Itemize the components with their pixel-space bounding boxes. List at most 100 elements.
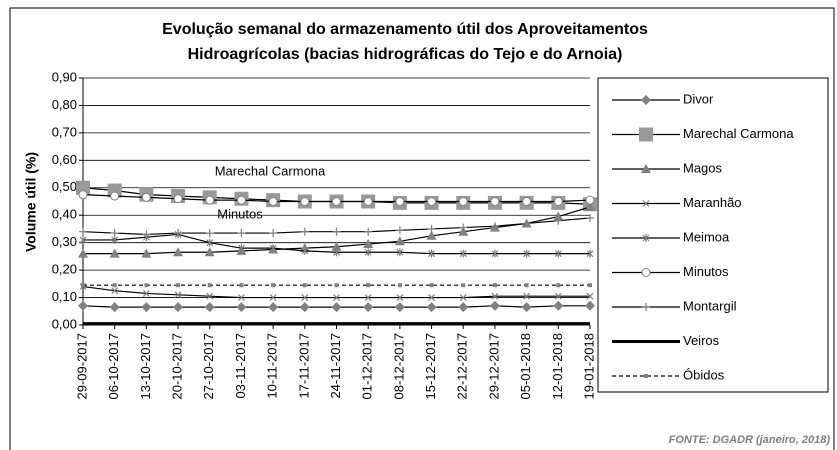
data-point xyxy=(428,249,435,258)
data-point xyxy=(364,294,372,301)
data-point xyxy=(204,302,215,313)
data-point xyxy=(78,190,88,200)
data-point xyxy=(429,283,434,288)
data-point xyxy=(364,248,372,257)
legend xyxy=(597,77,829,393)
data-point xyxy=(109,248,120,258)
data-point xyxy=(269,244,277,253)
data-point xyxy=(268,197,278,206)
data-point xyxy=(395,226,404,235)
data-point xyxy=(333,294,340,301)
y-tick-label: 0,80 xyxy=(52,97,77,112)
data-point xyxy=(426,230,437,240)
data-point xyxy=(271,283,276,288)
data-point xyxy=(394,302,405,313)
legend-marker xyxy=(644,374,648,378)
data-point xyxy=(461,283,466,288)
legend-label: Óbidos xyxy=(683,367,725,382)
data-point xyxy=(458,197,468,206)
data-point xyxy=(396,248,404,257)
legend-marker xyxy=(642,303,650,311)
legend-marker xyxy=(642,234,650,242)
data-point xyxy=(521,302,532,313)
legend-label: Maranhão xyxy=(683,195,742,210)
data-point xyxy=(489,300,500,311)
data-point xyxy=(427,197,437,206)
x-tick-label: 29-12-2017 xyxy=(486,333,501,400)
data-point xyxy=(302,283,307,288)
x-tick-label: 01-12-2017 xyxy=(360,333,375,400)
legend-label: Veiros xyxy=(683,333,720,348)
x-tick-label: 27-10-2017 xyxy=(201,333,216,400)
annotation: Minutos xyxy=(217,206,263,221)
y-tick-label: 0,30 xyxy=(52,234,77,249)
data-point xyxy=(427,224,436,233)
x-tick-label: 12-01-2018 xyxy=(550,333,565,400)
data-point xyxy=(490,197,500,206)
legend-label: Meimoa xyxy=(683,229,730,244)
data-point xyxy=(366,283,371,288)
data-point xyxy=(237,229,246,238)
data-point xyxy=(111,235,119,244)
data-point xyxy=(553,197,563,206)
y-tick-label: 0,20 xyxy=(52,262,77,277)
y-tick-label: 0,00 xyxy=(52,316,77,331)
x-tick-label: 20-10-2017 xyxy=(170,333,185,400)
data-point xyxy=(553,211,564,221)
data-point xyxy=(141,302,152,313)
data-point xyxy=(78,300,88,311)
source: FONTE: DGADR (janeiro, 2018) xyxy=(669,434,831,446)
x-tick-label: 08-12-2017 xyxy=(391,333,406,400)
y-tick-label: 0,40 xyxy=(52,207,77,222)
data-point xyxy=(523,249,531,258)
data-point xyxy=(205,195,215,205)
data-point xyxy=(236,195,246,205)
x-tick-label: 06-10-2017 xyxy=(106,333,121,400)
data-point xyxy=(331,302,342,313)
data-point xyxy=(556,283,561,288)
data-point xyxy=(397,283,402,288)
data-point xyxy=(332,227,341,236)
data-point xyxy=(363,302,374,313)
data-point xyxy=(334,283,339,288)
legend-label: Divor xyxy=(683,91,714,106)
data-point xyxy=(76,180,90,195)
y-tick-label: 0,10 xyxy=(52,289,77,304)
data-point xyxy=(428,294,435,301)
data-point xyxy=(588,283,592,288)
data-point xyxy=(364,227,373,236)
data-point xyxy=(491,292,499,300)
legend-marker xyxy=(641,95,651,105)
data-point xyxy=(522,219,531,228)
data-point xyxy=(586,213,594,222)
data-point xyxy=(554,216,563,225)
data-point xyxy=(206,292,214,300)
data-point xyxy=(492,283,497,288)
data-point xyxy=(141,248,152,258)
data-point xyxy=(490,222,499,231)
x-tick-label: 24-11-2017 xyxy=(328,333,343,399)
data-point xyxy=(142,290,150,297)
data-point xyxy=(524,283,529,288)
y-tick-label: 0,70 xyxy=(52,124,77,139)
data-point xyxy=(269,229,278,238)
y-tick-label: 0,60 xyxy=(52,152,77,167)
data-point xyxy=(585,300,595,311)
data-point xyxy=(204,247,215,257)
data-point xyxy=(301,294,309,301)
data-point xyxy=(269,294,277,301)
data-point xyxy=(459,249,467,258)
data-point xyxy=(173,247,184,257)
legend-label: Montargil xyxy=(683,298,737,313)
data-point xyxy=(331,241,342,251)
data-point xyxy=(426,302,437,313)
data-point xyxy=(459,223,468,232)
data-point xyxy=(458,302,469,313)
x-tick-label: 29-09-2017 xyxy=(74,333,89,400)
data-point xyxy=(111,287,119,295)
data-point xyxy=(554,249,562,258)
data-point xyxy=(81,283,85,288)
data-point xyxy=(109,302,120,313)
data-point xyxy=(395,197,405,206)
